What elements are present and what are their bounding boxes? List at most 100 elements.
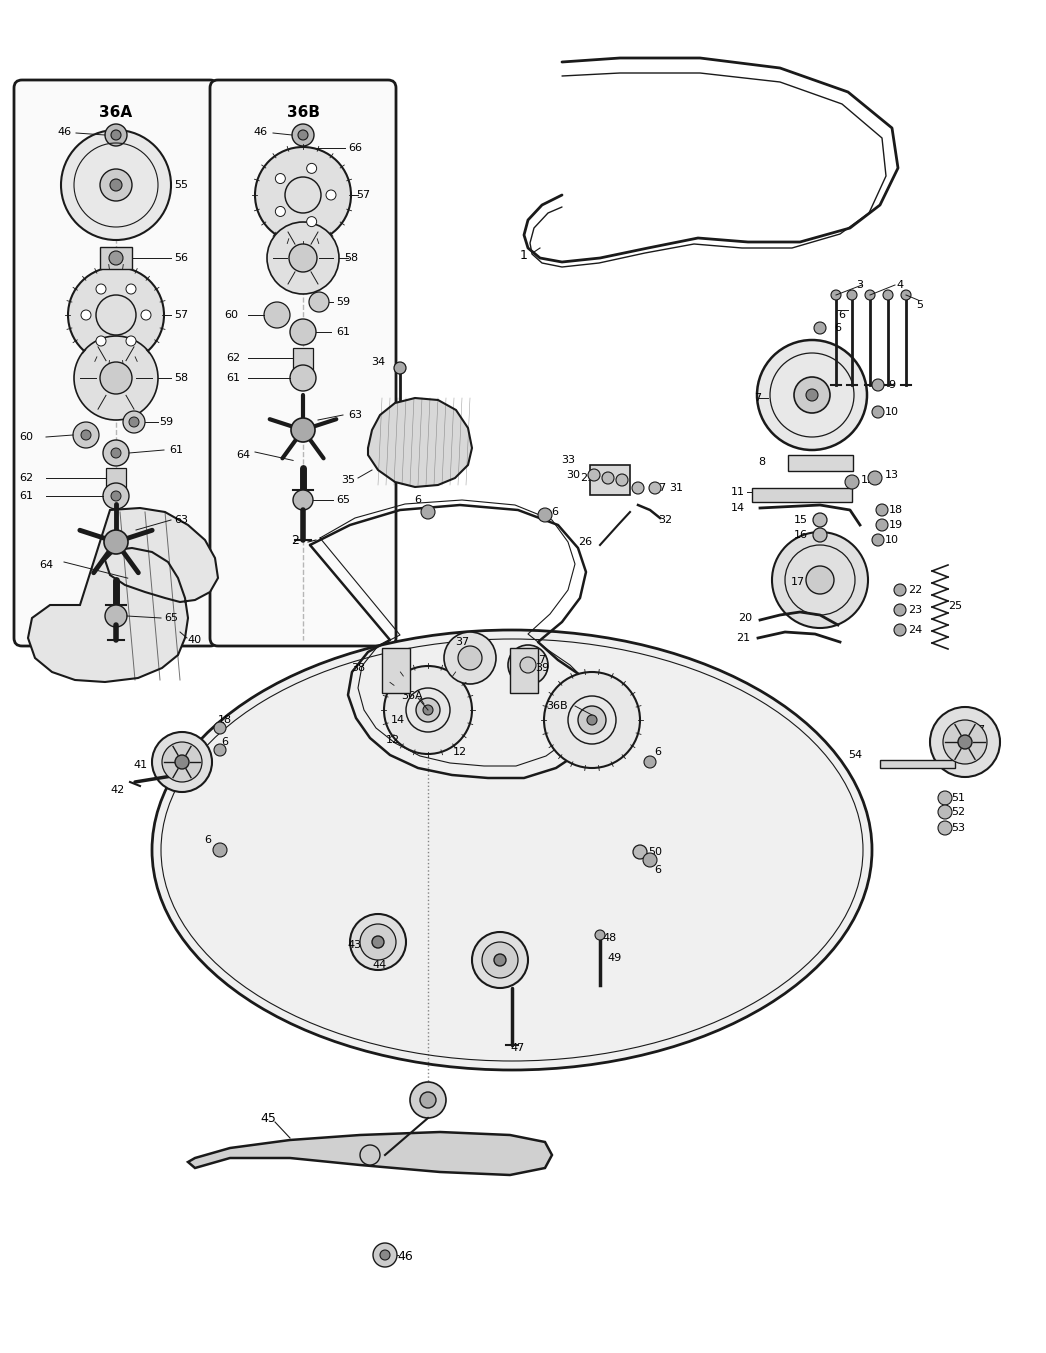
Circle shape (105, 605, 127, 626)
Text: 38: 38 (350, 663, 365, 672)
Circle shape (814, 322, 826, 334)
Circle shape (372, 936, 384, 948)
Text: 6: 6 (839, 310, 845, 321)
Polygon shape (188, 1132, 552, 1174)
Text: 6: 6 (551, 507, 559, 517)
Circle shape (111, 130, 121, 139)
Circle shape (865, 290, 876, 300)
Text: 66: 66 (348, 143, 362, 153)
Circle shape (214, 744, 226, 756)
Circle shape (61, 130, 170, 239)
Text: 61: 61 (169, 445, 183, 455)
Text: 63: 63 (174, 515, 188, 525)
Text: 36A: 36A (99, 104, 133, 119)
Bar (293, 348, 313, 372)
Bar (752, 488, 852, 502)
Circle shape (813, 513, 827, 528)
Circle shape (794, 377, 829, 413)
Text: 18: 18 (218, 714, 232, 725)
Circle shape (213, 843, 227, 856)
Text: 65: 65 (164, 613, 178, 622)
Text: 36B: 36B (287, 104, 319, 119)
Text: 62: 62 (226, 353, 241, 363)
Circle shape (806, 566, 834, 594)
Text: 56: 56 (174, 253, 188, 262)
Circle shape (806, 390, 818, 400)
Text: 33: 33 (561, 455, 575, 465)
Text: 14: 14 (731, 503, 745, 513)
Circle shape (360, 1145, 380, 1165)
Text: 5: 5 (916, 300, 924, 310)
Circle shape (847, 290, 857, 300)
Circle shape (633, 846, 647, 859)
Text: 31: 31 (669, 483, 683, 492)
Text: 57: 57 (356, 189, 370, 200)
Circle shape (360, 924, 396, 961)
Text: 23: 23 (908, 605, 923, 616)
Circle shape (73, 422, 99, 448)
Text: 48: 48 (602, 934, 617, 943)
Bar (510, 648, 538, 693)
Circle shape (420, 1092, 436, 1108)
Text: 27: 27 (652, 483, 666, 492)
Text: 62: 62 (19, 474, 33, 483)
Circle shape (289, 244, 317, 272)
Circle shape (309, 292, 329, 313)
Text: 36B: 36B (546, 701, 568, 710)
Text: 54: 54 (848, 750, 862, 760)
Circle shape (126, 284, 136, 294)
Text: 61: 61 (19, 491, 33, 501)
Text: 55: 55 (174, 180, 188, 189)
Text: 26: 26 (577, 537, 592, 547)
Text: 64: 64 (39, 560, 53, 570)
Circle shape (883, 290, 893, 300)
Circle shape (894, 603, 906, 616)
Circle shape (275, 173, 286, 184)
Text: 51: 51 (951, 793, 965, 802)
Circle shape (111, 491, 121, 501)
Text: 15: 15 (794, 515, 808, 525)
Text: 21: 21 (736, 633, 750, 643)
Text: 58: 58 (344, 253, 358, 262)
Circle shape (394, 363, 406, 373)
Text: 3: 3 (857, 280, 864, 290)
Bar (382, 648, 410, 693)
Circle shape (587, 714, 597, 725)
Circle shape (264, 302, 290, 327)
Circle shape (100, 169, 132, 202)
Circle shape (123, 411, 145, 433)
Text: 46: 46 (397, 1250, 413, 1262)
Text: 6: 6 (655, 865, 661, 875)
Circle shape (423, 705, 433, 714)
Text: 18: 18 (889, 505, 903, 515)
Text: 36A: 36A (402, 691, 423, 701)
Text: 58: 58 (174, 373, 188, 383)
Text: 43: 43 (348, 940, 362, 950)
Circle shape (291, 418, 315, 442)
Circle shape (872, 406, 884, 418)
Text: 40: 40 (188, 635, 202, 645)
Circle shape (444, 632, 496, 685)
Circle shape (938, 821, 952, 835)
Circle shape (292, 124, 314, 146)
Circle shape (632, 482, 644, 494)
Text: 67: 67 (971, 725, 985, 735)
Circle shape (538, 507, 552, 522)
Text: 65: 65 (336, 495, 350, 505)
Circle shape (380, 1250, 390, 1260)
Circle shape (81, 430, 91, 440)
Circle shape (416, 698, 440, 723)
Circle shape (894, 624, 906, 636)
Text: 30: 30 (566, 469, 579, 480)
Circle shape (872, 534, 884, 547)
Circle shape (214, 723, 226, 733)
Circle shape (350, 915, 406, 970)
Text: 46: 46 (56, 127, 71, 137)
Text: 61: 61 (336, 327, 350, 337)
Text: 10: 10 (885, 534, 899, 545)
Circle shape (876, 520, 888, 530)
Circle shape (520, 658, 536, 672)
Text: 2: 2 (291, 533, 299, 547)
Text: 25: 25 (948, 601, 962, 612)
Circle shape (757, 340, 867, 451)
